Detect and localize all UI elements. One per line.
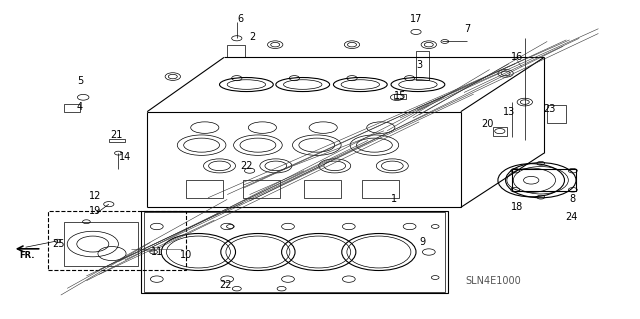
Text: 16: 16 — [511, 52, 524, 63]
Text: 18: 18 — [511, 202, 524, 212]
Text: 14: 14 — [118, 152, 131, 162]
Text: 19: 19 — [88, 205, 101, 216]
Text: 22: 22 — [240, 161, 253, 171]
Text: 25: 25 — [52, 239, 65, 249]
Bar — [547, 105, 566, 123]
Text: 5: 5 — [77, 76, 83, 86]
Text: 1: 1 — [390, 194, 397, 204]
Text: 12: 12 — [88, 191, 101, 201]
Bar — [394, 94, 406, 99]
Bar — [48, 211, 186, 270]
Text: 17: 17 — [410, 14, 422, 24]
Text: FR.: FR. — [19, 251, 35, 260]
Bar — [512, 169, 576, 191]
Text: 11: 11 — [150, 247, 163, 257]
Bar — [493, 127, 507, 136]
Bar — [416, 51, 429, 80]
Bar — [362, 180, 399, 198]
Text: 6: 6 — [237, 14, 243, 24]
Text: 2: 2 — [250, 32, 256, 42]
Text: 15: 15 — [394, 91, 406, 101]
Text: 23: 23 — [543, 104, 556, 114]
Text: 9: 9 — [419, 237, 426, 247]
Bar — [64, 222, 138, 266]
Text: 4: 4 — [77, 102, 83, 112]
Text: 22: 22 — [219, 279, 232, 290]
Text: 20: 20 — [481, 119, 494, 130]
Text: 3: 3 — [416, 60, 422, 70]
Text: 7: 7 — [464, 24, 470, 34]
Bar — [109, 139, 125, 142]
Bar — [243, 180, 280, 198]
Bar — [64, 104, 80, 112]
Bar — [144, 212, 445, 292]
Text: 13: 13 — [502, 107, 515, 117]
Bar — [227, 45, 245, 57]
Text: 24: 24 — [565, 212, 578, 222]
Text: 10: 10 — [179, 250, 192, 260]
Bar — [304, 180, 341, 198]
Bar — [186, 180, 223, 198]
Text: 21: 21 — [110, 130, 123, 140]
Bar — [141, 211, 448, 293]
Text: 8: 8 — [570, 194, 576, 204]
Text: SLN4E1000: SLN4E1000 — [465, 276, 521, 286]
